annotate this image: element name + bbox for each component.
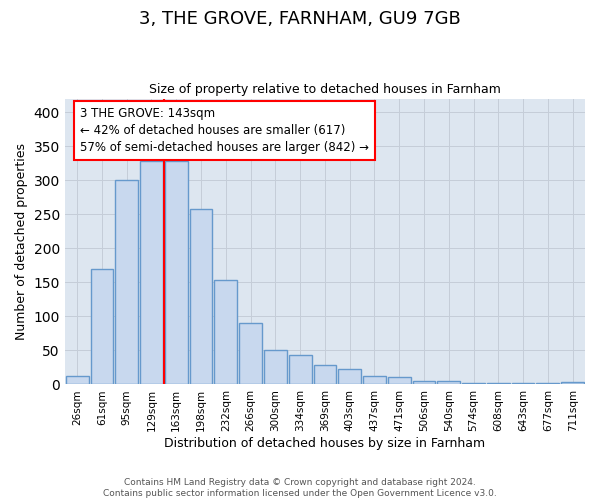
Bar: [264, 350, 287, 384]
Bar: [388, 377, 410, 384]
Bar: [561, 382, 584, 384]
Bar: [363, 376, 386, 384]
Text: Contains HM Land Registry data © Crown copyright and database right 2024.
Contai: Contains HM Land Registry data © Crown c…: [103, 478, 497, 498]
X-axis label: Distribution of detached houses by size in Farnham: Distribution of detached houses by size …: [164, 437, 485, 450]
Bar: [140, 161, 163, 384]
Bar: [462, 383, 485, 384]
Bar: [536, 383, 559, 384]
Bar: [91, 268, 113, 384]
Bar: [214, 280, 237, 384]
Bar: [314, 366, 336, 384]
Bar: [66, 376, 89, 384]
Bar: [338, 370, 361, 384]
Bar: [165, 161, 188, 384]
Bar: [239, 322, 262, 384]
Bar: [289, 355, 311, 384]
Text: 3, THE GROVE, FARNHAM, GU9 7GB: 3, THE GROVE, FARNHAM, GU9 7GB: [139, 10, 461, 28]
Bar: [190, 209, 212, 384]
Bar: [115, 180, 138, 384]
Title: Size of property relative to detached houses in Farnham: Size of property relative to detached ho…: [149, 83, 501, 96]
Bar: [437, 381, 460, 384]
Bar: [487, 383, 509, 384]
Y-axis label: Number of detached properties: Number of detached properties: [15, 143, 28, 340]
Text: 3 THE GROVE: 143sqm
← 42% of detached houses are smaller (617)
57% of semi-detac: 3 THE GROVE: 143sqm ← 42% of detached ho…: [80, 106, 369, 154]
Bar: [413, 381, 436, 384]
Bar: [512, 383, 535, 384]
